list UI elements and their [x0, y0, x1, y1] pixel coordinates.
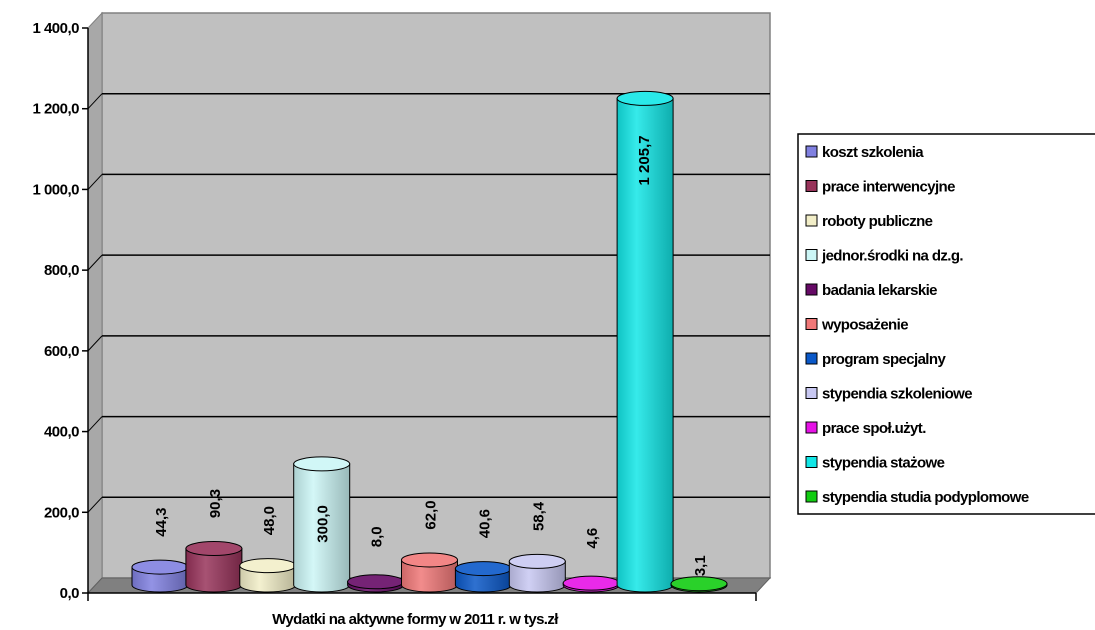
legend-label: prace społ.użyt.: [822, 420, 926, 437]
bar: [562, 575, 620, 593]
bar-top: [131, 559, 189, 575]
data-label: 4,6: [584, 528, 601, 549]
legend-label: jednor.środki na dz.g.: [821, 248, 963, 265]
legend-box: [797, 133, 1095, 515]
y-tick-label: 800,0: [44, 262, 79, 279]
y-tick-label: 600,0: [44, 343, 79, 360]
y-tick-label: 400,0: [44, 424, 79, 441]
legend-swatch: [805, 214, 818, 227]
data-label: 58,4: [530, 501, 547, 531]
gridline-side: [87, 93, 103, 110]
data-label: 44,3: [153, 508, 170, 537]
legend-label: koszt szkolenia: [822, 144, 924, 161]
legend-swatch: [805, 283, 818, 296]
data-labels: 44,3 90,3 48,0 300,0 8,0 62,0 40,6 58,4 4,6 1 205…: [153, 135, 709, 576]
bar-top: [401, 552, 458, 568]
bar: [616, 90, 674, 593]
legend-item: jednor.środki na dz.g.: [805, 248, 964, 265]
data-label: 90,3: [207, 489, 224, 518]
bar-top: [454, 561, 512, 577]
legend-label: wyposażenie: [821, 317, 908, 334]
legend-item: stypendia stażowe: [805, 455, 945, 472]
gridline-side: [87, 174, 103, 190]
bar: [347, 574, 405, 593]
legend-swatch: [805, 180, 818, 192]
legend-item: stypendia szkoleniowe: [805, 386, 973, 403]
data-label: 40,6: [476, 509, 493, 538]
legend-item: stypendia studia podyplomowe: [805, 489, 1029, 506]
legend-item: prace interwencyjne: [805, 179, 956, 196]
legend-swatch: [805, 145, 818, 158]
legend-label: stypendia stażowe: [822, 455, 945, 472]
legend-label: program specjalny: [822, 351, 946, 368]
legend-swatch: [805, 318, 818, 330]
gridline-side: [87, 496, 103, 513]
legend: koszt szkolenia prace interwencyjne roboty…: [797, 133, 1095, 515]
legend-swatch: [805, 249, 818, 261]
legend-item: badania lekarskie: [805, 282, 938, 299]
legend-item: prace społ.użyt.: [805, 420, 927, 437]
y-tick-label: 1 000,0: [32, 181, 79, 198]
bar-top: [293, 456, 351, 472]
legend-swatch: [805, 352, 818, 365]
data-label: 48,0: [261, 506, 278, 535]
side-wall: [87, 11, 103, 595]
bar-top: [670, 576, 728, 592]
legend-label: badania lekarskie: [822, 282, 937, 299]
legend-swatch: [805, 490, 818, 503]
legend-item: koszt szkolenia: [805, 144, 925, 161]
data-label: 1 205,7: [636, 135, 653, 185]
bar: [401, 552, 458, 593]
data-label: 62,0: [423, 500, 440, 529]
y-tick-label: 1 400,0: [32, 20, 79, 37]
legend-item: roboty publiczne: [805, 213, 933, 230]
legend-item: wyposażenie: [805, 317, 909, 334]
bar-top: [616, 90, 674, 106]
bar: [508, 553, 566, 593]
data-label: 8,0: [369, 526, 386, 547]
bar: [185, 541, 243, 593]
y-tick-label: 0,0: [60, 585, 80, 602]
bar-top: [185, 541, 243, 557]
bar: [239, 558, 297, 593]
x-axis-title: Wydatki na aktywne formy w 2011 r. w tys…: [272, 611, 559, 628]
y-tick-label: 1 200,0: [32, 101, 79, 118]
legend-label: roboty publiczne: [822, 213, 933, 230]
y-axis: 0,0 200,0 400,0 600,0 800,0 1 000,0 1 200,0 1 4…: [32, 20, 757, 602]
legend-label: prace interwencyjne: [822, 179, 955, 196]
y-tick-label: 200,0: [44, 504, 79, 521]
bar: [670, 576, 728, 593]
bar-top: [347, 574, 405, 590]
bar-top: [508, 553, 566, 569]
gridline-side: [87, 335, 103, 352]
data-label: 300,0: [315, 505, 332, 543]
gridline-side: [87, 254, 103, 271]
legend-swatch: [805, 421, 818, 434]
legend-label: stypendia szkoleniowe: [822, 386, 972, 403]
gridline-side: [87, 416, 103, 432]
legend-swatch: [805, 456, 818, 468]
bars: [131, 90, 728, 593]
bar: [454, 561, 512, 593]
legend-label: stypendia studia podyplomowe: [822, 489, 1029, 506]
bar-top: [562, 575, 620, 591]
bar: [131, 559, 189, 593]
bar-top: [239, 558, 297, 574]
legend-item: program specjalny: [805, 351, 947, 368]
data-label: 3,1: [692, 555, 709, 576]
legend-swatch: [805, 387, 818, 399]
